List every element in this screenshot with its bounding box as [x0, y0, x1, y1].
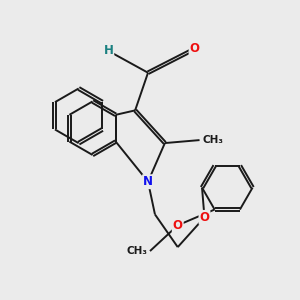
Text: CH₃: CH₃	[126, 246, 147, 256]
Text: O: O	[190, 42, 200, 56]
Text: N: N	[143, 175, 153, 188]
Text: O: O	[200, 211, 209, 224]
Text: O: O	[173, 219, 183, 232]
Text: H: H	[103, 44, 113, 57]
Text: CH₃: CH₃	[202, 135, 224, 145]
